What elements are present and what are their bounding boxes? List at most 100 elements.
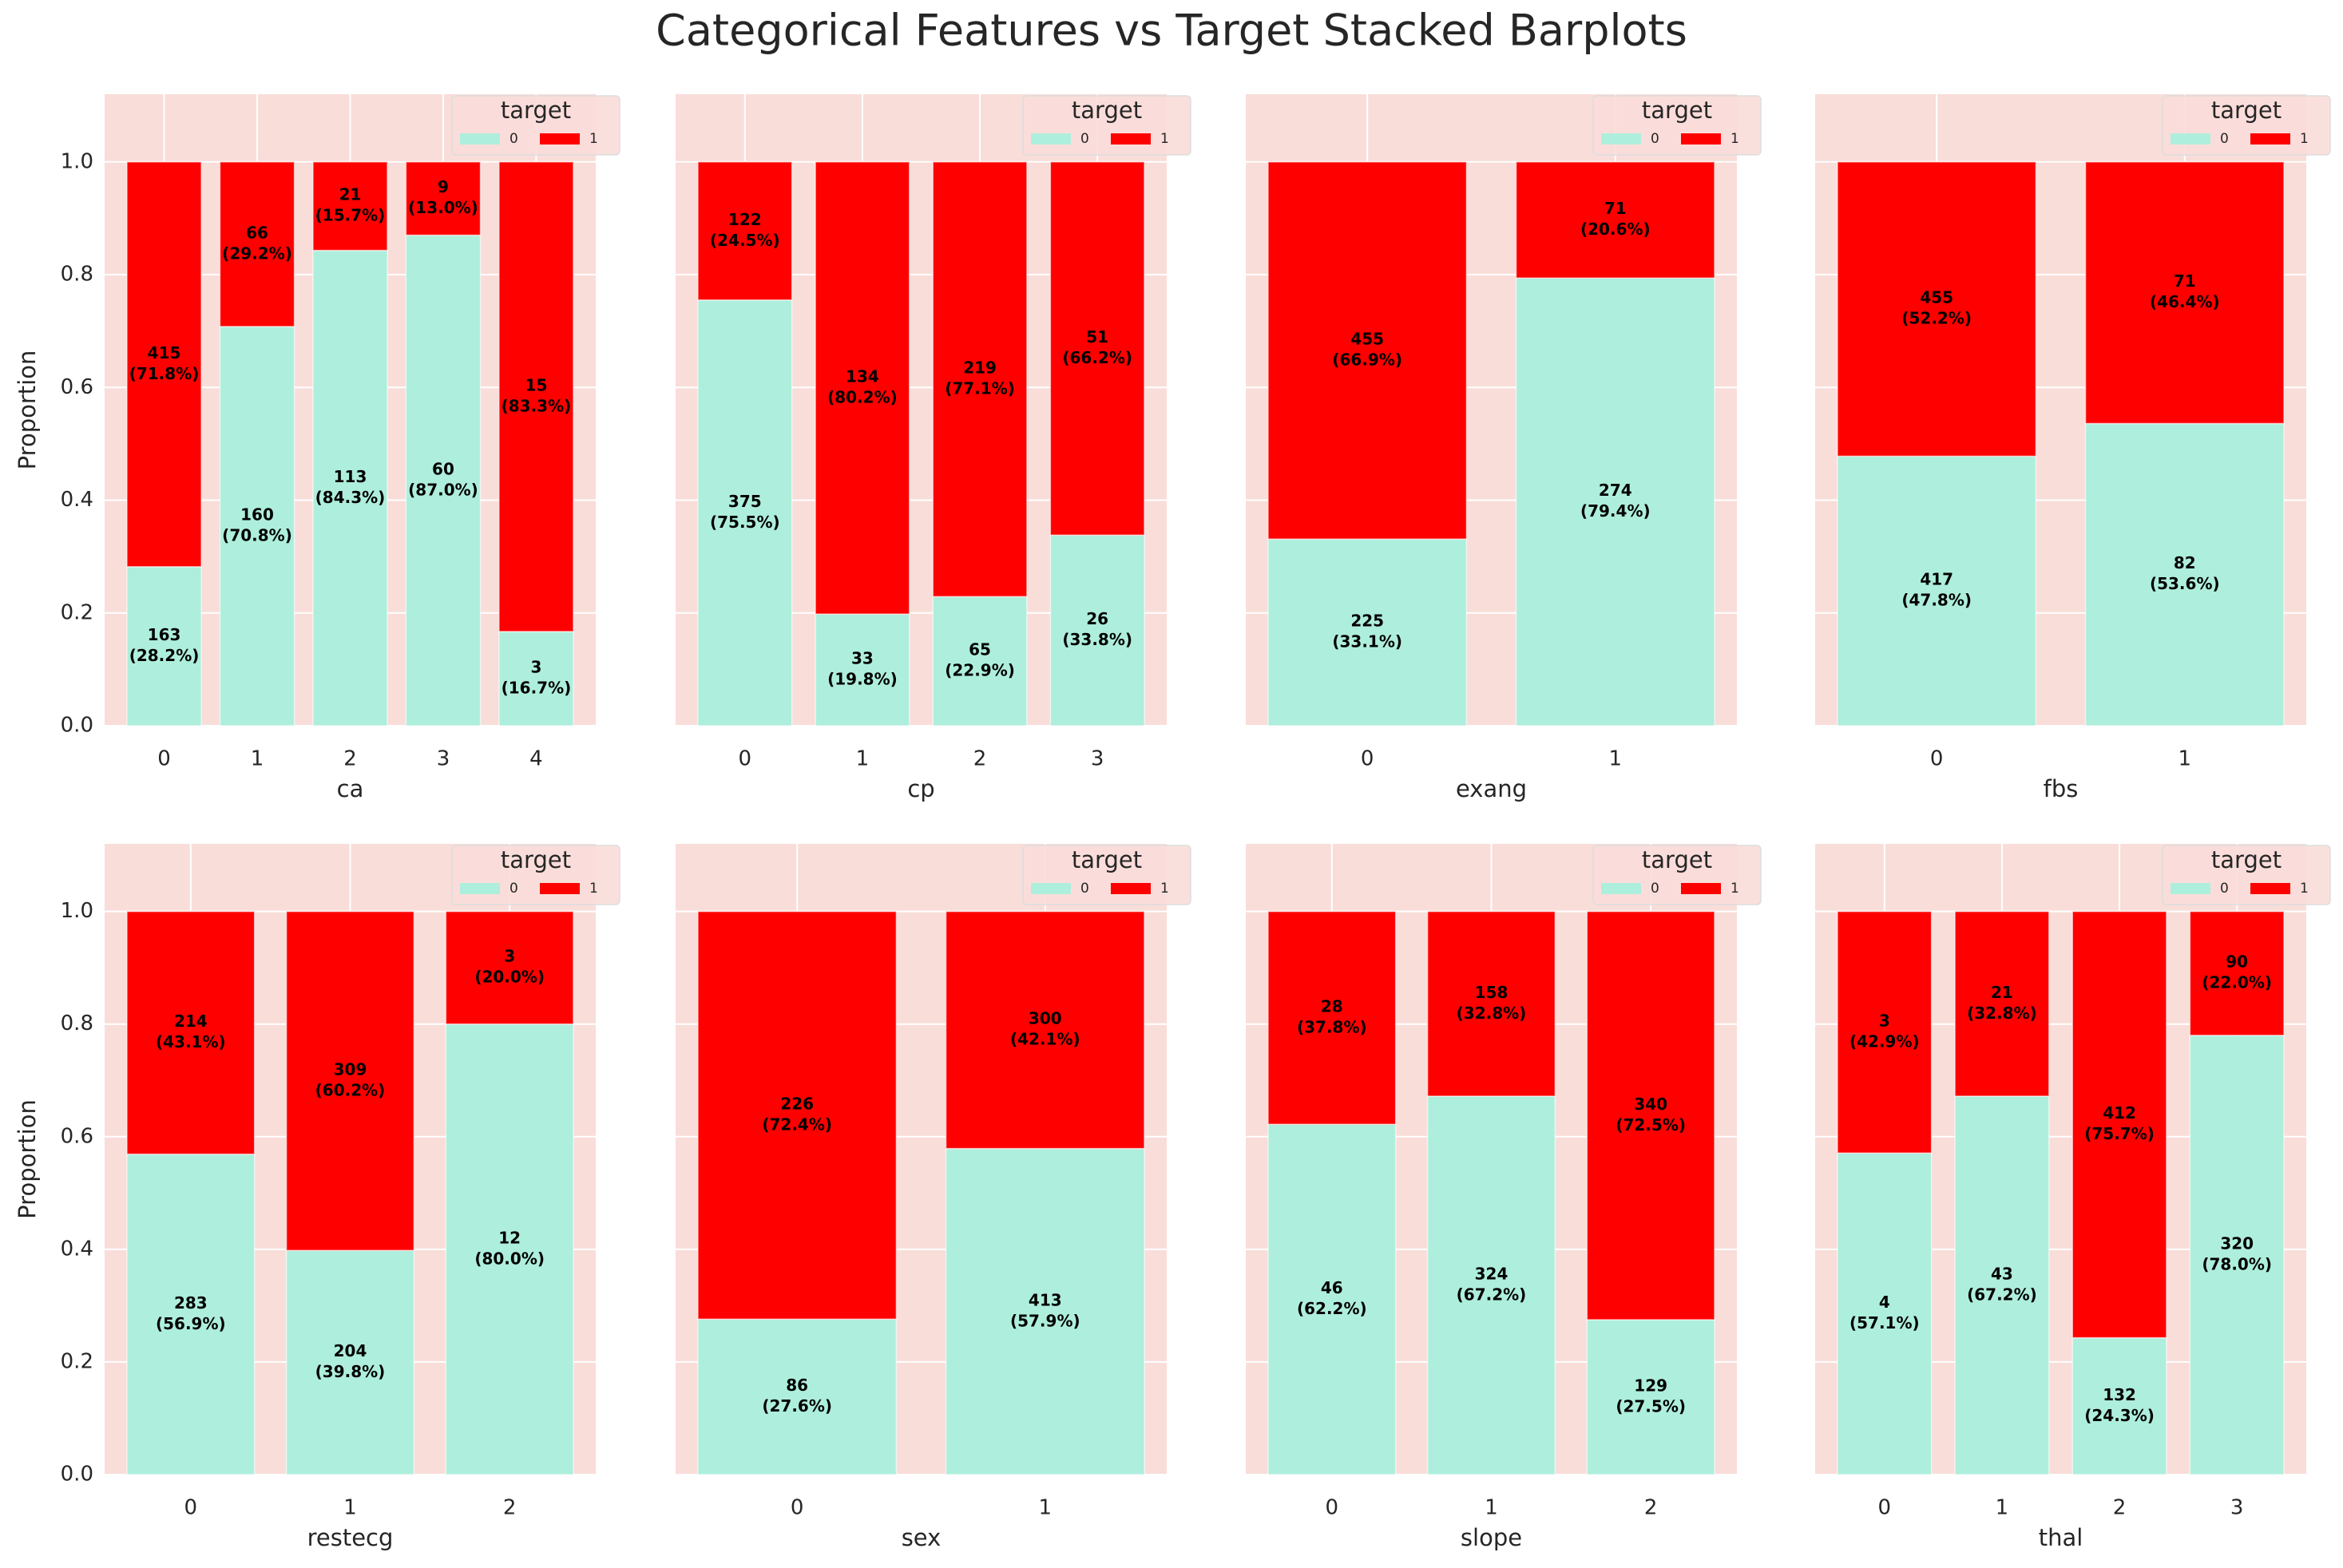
x-tick-label: 0 [1878, 1496, 1892, 1520]
bar-segment [1837, 910, 1933, 1154]
figure-title: Categorical Features vs Target Stacked B… [656, 6, 1687, 56]
bar-percent-label: (43.1%) [156, 1032, 226, 1051]
bar-percent-label: (15.7%) [315, 206, 386, 225]
bar-percent-label: (72.4%) [762, 1115, 832, 1134]
bar-segment [126, 566, 202, 727]
bar-segment [1837, 455, 2037, 727]
bar-percent-label: (24.3%) [2084, 1406, 2155, 1425]
bar-percent-label: (33.1%) [1332, 632, 1402, 651]
y-tick-label: 0.2 [61, 600, 93, 624]
bar-percent-label: (20.6%) [1580, 220, 1651, 239]
bar-segment [932, 161, 1028, 598]
subplot: 375(75.5%)33(19.8%)65(22.9%)26(33.8%)122… [676, 94, 1191, 802]
y-tick-label: 1.0 [61, 149, 93, 173]
bar-percent-label: (56.9%) [156, 1314, 226, 1333]
x-tick-label: 0 [157, 747, 171, 771]
bar-segment [1267, 161, 1468, 540]
bar-percent-label: (53.6%) [2150, 574, 2220, 593]
bar-count-label: 320 [2220, 1233, 2254, 1253]
bar-segment [405, 234, 482, 727]
bar-count-label: 51 [1086, 327, 1108, 346]
bar-percent-label: (67.2%) [1457, 1285, 1527, 1305]
legend-swatch [1681, 133, 1721, 145]
bar-segment [1515, 277, 1715, 727]
bar-count-label: 455 [1350, 329, 1384, 348]
bar-percent-label: (28.2%) [129, 646, 200, 665]
bar-count-label: 455 [1920, 288, 1953, 307]
bar-segment [1954, 1095, 2050, 1475]
x-tick-label: 3 [2230, 1496, 2244, 1520]
bar-segment [1426, 1095, 1556, 1475]
x-tick-label: 4 [529, 747, 543, 771]
x-tick-label: 0 [739, 747, 752, 771]
legend-label: 1 [589, 881, 598, 897]
bar-percent-label: (37.8%) [1297, 1017, 1367, 1036]
bar-count-label: 15 [525, 375, 548, 394]
bar-percent-label: (70.8%) [222, 525, 292, 544]
bar-percent-label: (57.1%) [1849, 1313, 1920, 1332]
bar-count-label: 60 [432, 459, 454, 478]
bar-count-label: 71 [1604, 199, 1627, 218]
bar-segment [697, 161, 793, 301]
bar-count-label: 33 [851, 649, 874, 668]
bar-percent-label: (72.5%) [1616, 1115, 1686, 1134]
x-tick-label: 3 [1091, 747, 1104, 771]
bar-percent-label: (46.4%) [2150, 292, 2220, 311]
legend-title: target [1072, 97, 1142, 124]
bar-percent-label: (33.8%) [1062, 630, 1132, 649]
bar-percent-label: (16.7%) [502, 679, 572, 698]
bar-count-label: 204 [334, 1341, 367, 1360]
bar-segment [445, 910, 574, 1025]
bar-segment [126, 1153, 256, 1475]
bar-segment [285, 1249, 415, 1475]
x-tick-label: 1 [1485, 1496, 1498, 1520]
bar-count-label: 43 [1991, 1265, 2013, 1284]
bar-percent-label: (52.2%) [1901, 309, 1972, 328]
bar-segment [1049, 534, 1145, 727]
legend: target 0 1 [1022, 845, 1191, 905]
bar-count-label: 340 [1634, 1095, 1667, 1114]
subplot: 0.00.20.40.60.81.0283(56.9%)204(39.8%)12… [14, 844, 620, 1551]
subplot: 0.00.20.40.60.81.0163(28.2%)160(70.8%)11… [14, 94, 620, 802]
bar-segment [697, 1318, 898, 1475]
x-tick-label: 2 [2113, 1496, 2127, 1520]
y-tick-label: 0.0 [61, 714, 93, 738]
x-axis-label: restecg [307, 1524, 394, 1551]
y-tick-label: 0.8 [61, 263, 93, 287]
bar-segment [2189, 910, 2285, 1036]
bar-segment [1954, 910, 2050, 1097]
bar-count-label: 122 [728, 210, 762, 229]
bar-percent-label: (75.7%) [2084, 1124, 2155, 1143]
legend-label: 0 [509, 131, 518, 147]
x-tick-label: 0 [1361, 747, 1374, 771]
bar-percent-label: (80.2%) [827, 387, 898, 406]
bar-count-label: 86 [786, 1376, 808, 1395]
bar-segment [1837, 1152, 1933, 1475]
bar-segment [2071, 1336, 2167, 1475]
bar-segment [405, 161, 482, 236]
bar-count-label: 82 [2174, 553, 2196, 572]
bar-percent-label: (78.0%) [2202, 1254, 2272, 1273]
bar-segment [126, 910, 256, 1155]
legend-label: 0 [1080, 881, 1089, 897]
bar-count-label: 3 [504, 947, 515, 966]
bar-percent-label: (27.5%) [1616, 1397, 1686, 1416]
bar-count-label: 21 [1991, 983, 2013, 1002]
bar-count-label: 113 [334, 467, 367, 486]
bar-percent-label: (20.0%) [474, 968, 545, 987]
legend-swatch [460, 883, 500, 894]
legend-swatch [2250, 883, 2290, 894]
bar-percent-label: (79.4%) [1580, 501, 1651, 521]
legend: target 0 1 [1592, 95, 1762, 156]
legend-swatch [540, 883, 580, 894]
legend-swatch [1031, 133, 1071, 145]
x-tick-label: 1 [1996, 1496, 2009, 1520]
bar-count-label: 129 [1634, 1376, 1667, 1396]
bar-segment [219, 326, 295, 727]
legend-title: target [2211, 97, 2282, 124]
x-tick-label: 2 [973, 747, 987, 771]
legend-label: 1 [589, 131, 598, 147]
bar-count-label: 71 [2174, 271, 2196, 291]
bar-segment [1837, 161, 2037, 457]
